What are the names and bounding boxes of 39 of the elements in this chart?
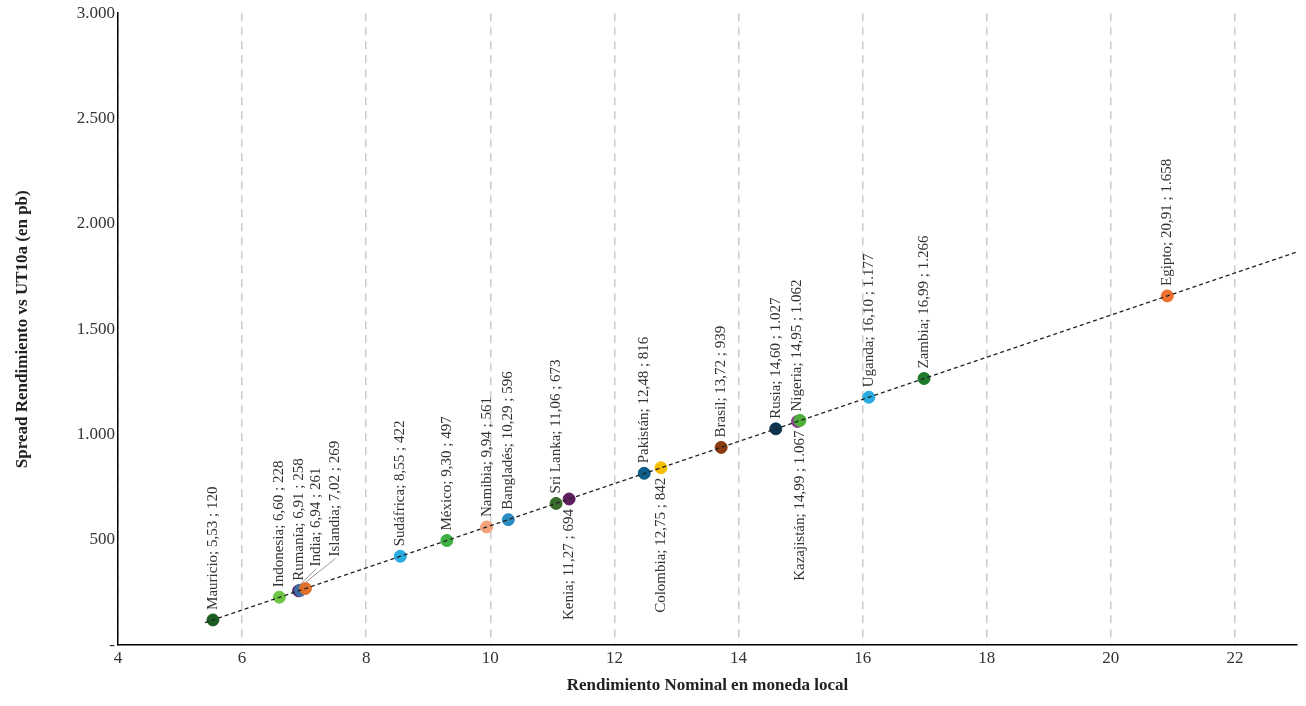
y-tick-label: 3.000: [76, 2, 115, 22]
data-label: Colombia; 12,75 ; 842: [651, 477, 668, 613]
data-label: Islandia; 7,02 ; 269: [326, 440, 343, 557]
data-label: Kazajistán; 14,99 ; 1.067: [790, 429, 807, 581]
data-label: México; 9,30 ; 497: [437, 415, 454, 531]
data-label: Brasil; 13,72 ; 939: [712, 325, 729, 438]
data-label: Egipto; 20,91 ; 1.658: [1158, 158, 1175, 286]
data-label: Indonesia; 6,60 ; 228: [270, 460, 287, 588]
data-label: Rumanía; 6,91 ; 258: [289, 458, 306, 581]
data-label: Sudáfrica; 8,55 ; 422: [391, 420, 408, 547]
x-tick-label: 16: [854, 647, 872, 667]
y-tick-label: 500: [89, 529, 115, 549]
data-label: Kenia; 11,27 ; 694: [560, 508, 577, 621]
data-label: Sri Lanka; 11,06 ; 673: [547, 359, 564, 494]
x-tick-label: 18: [978, 647, 996, 667]
x-axis-title: Rendimiento Nominal en moneda local: [566, 675, 849, 695]
y-tick-label: 2.500: [76, 108, 115, 127]
x-tick-label: 10: [481, 647, 499, 667]
x-tick-label: 4: [113, 647, 123, 667]
x-tick-label: 8: [361, 647, 371, 667]
data-label: Uganda; 16,10 ; 1.177: [859, 253, 876, 388]
y-axis-title: Spread Rendimiento vs UT10a (en pb): [11, 190, 31, 469]
data-label: Bangladés; 10,29 ; 596: [499, 370, 516, 510]
data-label: Pakistán; 12,48 ; 816: [635, 336, 652, 464]
x-tick-label: 6: [237, 647, 247, 667]
data-label: Mauricio; 5,53 ; 120: [203, 486, 220, 610]
data-label: Nigeria; 14,95 ; 1.062: [788, 279, 805, 412]
data-label: Rusia; 14,60 ; 1.027: [766, 297, 783, 419]
y-tick-label: -: [109, 634, 116, 654]
x-tick-label: 14: [730, 647, 748, 667]
x-tick-label: 22: [1226, 647, 1244, 667]
data-label: India; 6,94 ; 261: [307, 467, 324, 567]
data-label: Namibia; 9,94 ; 561: [477, 397, 494, 518]
y-tick-label: 2.000: [76, 213, 115, 233]
x-tick-label: 12: [605, 647, 623, 667]
y-tick-label: 1.500: [76, 318, 115, 338]
y-tick-label: 1.000: [76, 424, 115, 443]
data-label: Zambia; 16,99 ; 1.266: [915, 235, 931, 369]
x-tick-label: 20: [1102, 647, 1120, 667]
